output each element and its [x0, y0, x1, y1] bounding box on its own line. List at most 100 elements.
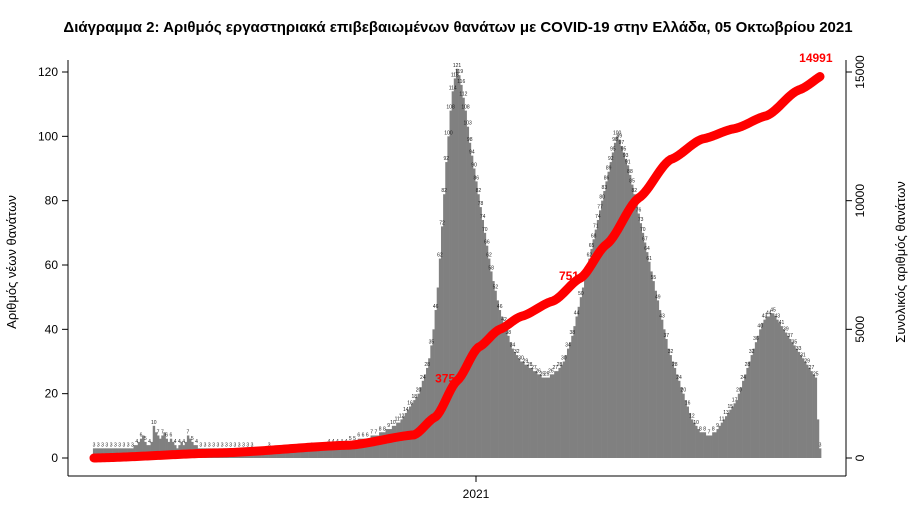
bar [466, 126, 470, 459]
bar [752, 348, 756, 458]
bar-value-label: 18 [412, 394, 418, 400]
bar [479, 207, 482, 458]
bar [381, 432, 384, 458]
bar-value-label: 64 [644, 246, 650, 252]
bar-value-label: 3 [268, 442, 271, 448]
bar [451, 91, 455, 459]
bar-value-label: 8 [703, 426, 706, 432]
bar [814, 377, 818, 458]
bar-value-label: 58 [488, 265, 494, 271]
bar-value-label: 52 [493, 285, 499, 291]
bar [317, 448, 320, 458]
bar [763, 319, 766, 458]
bar-value-label: 8 [379, 426, 382, 432]
bar-value-label: 70 [482, 227, 488, 233]
bar [383, 432, 386, 458]
bar-value-label: 82 [631, 188, 637, 194]
bar [771, 313, 775, 458]
bar-value-label: 20 [416, 388, 422, 394]
bar-value-label: 46 [433, 304, 439, 310]
bar-value-label: 8 [712, 426, 715, 432]
bar-value-label: 41 [779, 320, 785, 326]
bar [496, 300, 499, 458]
bar [325, 448, 329, 458]
bar [750, 355, 754, 458]
bar [413, 400, 416, 458]
bar [494, 290, 497, 458]
bar [588, 258, 591, 458]
bar [710, 435, 713, 458]
bar-value-label: 3 [246, 442, 249, 448]
bar-value-label: 88 [627, 169, 633, 175]
bar-value-label: 10 [151, 420, 157, 426]
bar-value-label: 82 [476, 188, 482, 194]
bar-value-label: 3 [114, 442, 117, 448]
bar-value-label: 34 [510, 343, 516, 349]
bar-value-label: 112 [459, 92, 467, 98]
bar-value-label: 43 [762, 314, 768, 320]
bar [645, 252, 649, 458]
bar [368, 438, 371, 458]
bar [558, 367, 561, 458]
bar [581, 287, 585, 458]
bar [349, 441, 352, 458]
bar [605, 181, 608, 458]
bar [477, 194, 480, 459]
bar-value-label: 28 [557, 362, 563, 368]
bar [434, 310, 438, 458]
bar [767, 316, 771, 458]
bar-value-label: 67 [642, 236, 648, 242]
y-tick-label: 80 [45, 194, 59, 208]
bar-value-label: 70 [640, 227, 646, 233]
bar [782, 329, 786, 458]
bar [650, 271, 653, 458]
bar [577, 306, 581, 458]
bar [473, 168, 476, 458]
bar-value-label: 7 [708, 429, 711, 435]
annotations: 375 751 14991 [435, 51, 833, 385]
bar-value-label: 86 [604, 175, 610, 181]
bar [678, 380, 681, 458]
bar [703, 432, 707, 458]
bar-value-label: 4 [195, 439, 198, 445]
bar [682, 393, 685, 458]
bar [532, 371, 536, 458]
bar-value-label: 24 [740, 375, 746, 381]
bar-value-label: 11 [719, 417, 724, 423]
bar-value-label: 92 [444, 156, 450, 162]
bar-value-label: 116 [457, 79, 465, 85]
bar-value-label: 4 [148, 439, 151, 445]
bar [552, 374, 555, 458]
bar [276, 451, 280, 458]
bar [584, 277, 587, 458]
bar [801, 358, 805, 458]
bar [560, 364, 563, 458]
bar [500, 316, 504, 458]
bar-value-label: 38 [505, 330, 511, 336]
bar [793, 345, 796, 458]
bar [601, 200, 604, 459]
bar [812, 374, 815, 458]
bar [784, 332, 788, 458]
bar [295, 451, 299, 458]
bar [791, 342, 794, 458]
bar [355, 441, 359, 458]
bar-value-label: 30 [518, 356, 524, 362]
bar [776, 319, 779, 458]
bar-value-label: 66 [484, 240, 490, 246]
bar-value-label: 3 [97, 442, 100, 448]
bar [282, 451, 286, 458]
bar-value-label: 6 [165, 433, 168, 439]
bar [720, 422, 724, 458]
bar-value-label: 3 [199, 442, 202, 448]
bar-value-label: 46 [497, 304, 503, 310]
bar-value-label: 44 [766, 310, 772, 316]
bar [613, 142, 617, 458]
bar-value-label: 25 [540, 372, 546, 378]
y-tick-label: 120 [38, 65, 58, 79]
bar [366, 438, 369, 458]
y-axis-left: 0 20 40 60 80 100 120 [38, 65, 68, 465]
bar [742, 380, 745, 458]
bar-value-label: 90 [471, 163, 477, 169]
bar [622, 152, 625, 459]
